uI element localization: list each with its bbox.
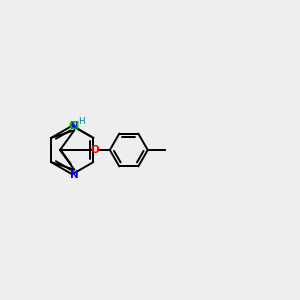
Text: N: N <box>70 121 79 131</box>
Text: O: O <box>91 145 100 155</box>
Text: Cl: Cl <box>68 121 80 131</box>
Text: N: N <box>70 169 79 179</box>
Text: H: H <box>78 117 84 126</box>
